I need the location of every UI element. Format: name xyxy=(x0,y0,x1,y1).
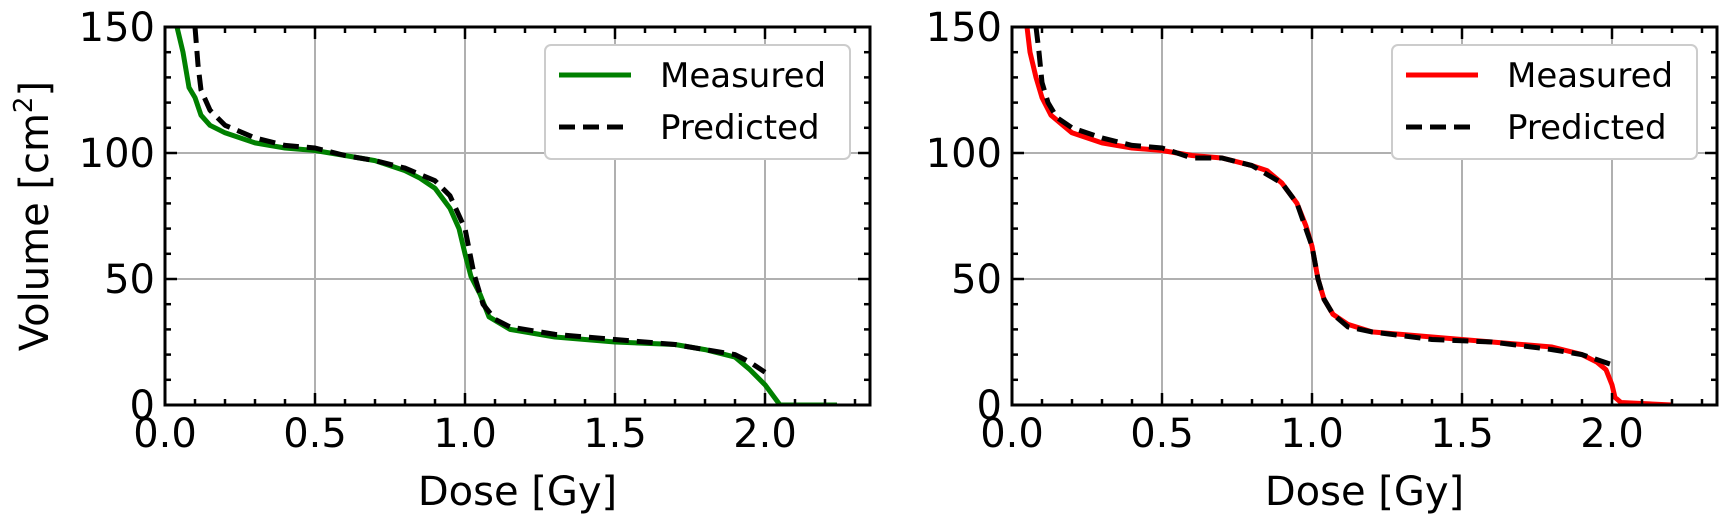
series-line-measured xyxy=(174,27,837,405)
y-axis-title: Volume [cm2] xyxy=(9,81,58,351)
plot-frame xyxy=(163,25,872,407)
x-axis-title: Dose [Gy] xyxy=(418,469,617,515)
legend-label-predicted: Predicted xyxy=(1507,108,1667,148)
legend-label-measured: Measured xyxy=(660,56,826,96)
x-tick-label: 0.0 xyxy=(133,411,197,457)
x-tick-label: 1.0 xyxy=(433,411,497,457)
x-tick-label: 1.5 xyxy=(1430,411,1494,457)
x-tick-label: 1.5 xyxy=(583,411,647,457)
series-line-predicted xyxy=(192,27,767,375)
y-tick-label: 0 xyxy=(977,383,1002,429)
x-tick-label: 0.0 xyxy=(980,411,1044,457)
series-line-predicted xyxy=(1033,27,1613,368)
legend: Measured Predicted xyxy=(544,44,851,160)
legend-label-measured: Measured xyxy=(1507,56,1673,96)
x-axis-title: Dose [Gy] xyxy=(1265,469,1464,515)
y-axis-title-main: Volume [cm xyxy=(12,113,58,351)
legend: Measured Predicted xyxy=(1391,44,1698,160)
x-tick-label: 2.0 xyxy=(733,411,797,457)
x-tick-label: 0.5 xyxy=(1130,411,1194,457)
y-axis-title-superscript: 2 xyxy=(9,97,39,114)
y-axis-title-tail: ] xyxy=(12,81,58,97)
legend-label-predicted: Predicted xyxy=(660,108,820,148)
y-tick-label: 150 xyxy=(79,5,155,51)
y-tick-label: 100 xyxy=(926,131,1002,177)
y-tick-label: 50 xyxy=(951,257,1002,303)
x-tick-label: 2.0 xyxy=(1580,411,1644,457)
left-chart-panel: 0.0 0.5 1.0 1.5 2.0 0 50 100 150 Dose [Gy] Volume … xyxy=(9,5,872,515)
x-tick-label: 1.0 xyxy=(1280,411,1344,457)
y-tick-label: 0 xyxy=(130,383,155,429)
y-tick-label: 100 xyxy=(79,131,155,177)
series-line-measured xyxy=(1024,27,1673,405)
y-tick-label: 50 xyxy=(104,257,155,303)
right-chart-panel: 0.0 0.5 1.0 1.5 2.0 0 50 100 150 Dose [Gy] Measure… xyxy=(926,5,1719,515)
plot-frame xyxy=(1010,25,1719,407)
y-tick-label: 150 xyxy=(926,5,1002,51)
x-tick-label: 0.5 xyxy=(283,411,347,457)
